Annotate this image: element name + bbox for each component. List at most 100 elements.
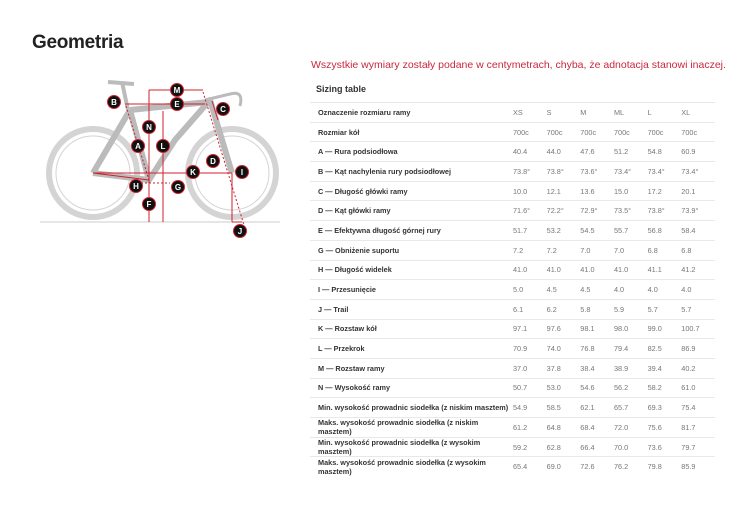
marker-label: A — [135, 142, 141, 151]
row-value: 4.5 — [580, 279, 614, 300]
row-value: 41.2 — [681, 259, 715, 280]
row-value: 15.0 — [613, 180, 648, 201]
row-label: N — Wysokość ramy — [310, 377, 513, 398]
row-value: 73.8° — [546, 161, 581, 182]
marker-label: K — [190, 168, 196, 177]
row-value: 73.5° — [613, 200, 648, 221]
marker-label: D — [210, 157, 216, 166]
row-value: 7.0 — [613, 239, 648, 260]
row-value: 75.6 — [647, 417, 682, 438]
row-value: 55.7 — [613, 220, 648, 241]
row-value: 700c — [512, 121, 547, 142]
row-label: Maks. wysokość prowadnic siodełka (z nis… — [310, 417, 513, 438]
row-value: 58.2 — [647, 377, 682, 398]
row-label: M — Rozstaw ramy — [310, 357, 513, 379]
marker-h: H — [129, 179, 143, 193]
row-value: 4.5 — [546, 279, 581, 300]
row-value: 74.0 — [546, 338, 581, 359]
row-value: 6.8 — [647, 239, 682, 260]
header-size: L — [647, 102, 682, 123]
row-value: 5.9 — [613, 298, 648, 320]
header-size: XS — [512, 102, 547, 123]
table-row: H — Długość widelek 41.0 41.0 41.0 41.0 41.1 4… — [310, 259, 715, 280]
row-value: 10.0 — [512, 180, 547, 201]
row-label: C — Długość główki ramy — [310, 180, 513, 201]
row-label: Min. wysokość prowadnic siodełka (z nisk… — [310, 397, 513, 418]
row-value: 37.8 — [546, 357, 581, 379]
row-label: Min. wysokość prowadnic siodełka (z wyso… — [310, 436, 513, 457]
header-label: Oznaczenie rozmiaru ramy — [310, 102, 513, 123]
row-value: 62.8 — [546, 436, 581, 457]
row-value: 5.0 — [512, 279, 547, 300]
sizing-table: Oznaczenie rozmiaru ramy XS S M ML L XL … — [310, 102, 715, 477]
row-value: 51.7 — [512, 220, 547, 241]
table-row: J — Trail 6.1 6.2 5.8 5.9 5.7 5.7 — [310, 298, 715, 320]
marker-a: A — [131, 139, 145, 153]
row-label: J — Trail — [310, 298, 513, 320]
row-value: 40.4 — [512, 141, 547, 162]
row-value: 54.5 — [580, 220, 614, 241]
row-value: 70.0 — [613, 436, 648, 457]
row-value: 6.2 — [546, 298, 581, 320]
table-header-row: Oznaczenie rozmiaru ramy XS S M ML L XL — [310, 102, 715, 123]
row-value: 39.4 — [647, 357, 682, 379]
row-value: 44.0 — [546, 141, 581, 162]
row-value: 60.9 — [681, 141, 715, 162]
row-value: 59.2 — [512, 436, 547, 457]
row-value: 4.0 — [681, 279, 715, 300]
marker-l: L — [156, 139, 170, 153]
table-row: G — Obniżenie suportu 7.2 7.2 7.0 7.0 6.8 6.8 — [310, 239, 715, 260]
row-value: 41.0 — [512, 259, 547, 280]
table-row: Min. wysokość prowadnic siodełka (z nisk… — [310, 397, 715, 418]
table-row: A — Rura podsiodłowa 40.4 44.0 47.6 51.2 54.8… — [310, 141, 715, 162]
row-value: 6.8 — [681, 239, 715, 260]
row-value: 65.7 — [613, 397, 648, 418]
table-row: K — Rozstaw kół 97.1 97.6 98.1 98.0 99.0 100.7 — [310, 318, 715, 339]
marker-label: I — [241, 168, 243, 177]
marker-e: E — [170, 97, 184, 111]
row-value: 98.1 — [580, 318, 614, 339]
row-value: 61.2 — [512, 417, 547, 438]
units-note: Wszystkie wymiary zostały podane w centy… — [311, 59, 726, 71]
row-value: 47.6 — [580, 141, 614, 162]
row-label: K — Rozstaw kół — [310, 318, 513, 339]
row-value: 65.4 — [512, 456, 547, 477]
table-row: N — Wysokość ramy 50.7 53.0 54.6 56.2 58.2 61.… — [310, 377, 715, 398]
row-value: 6.1 — [512, 298, 547, 320]
sizing-table-title: Sizing table — [316, 84, 367, 94]
row-value: 69.0 — [546, 456, 581, 477]
marker-label: J — [238, 227, 242, 236]
row-value: 700c — [681, 121, 715, 142]
row-value: 66.4 — [580, 436, 614, 457]
row-value: 41.0 — [546, 259, 581, 280]
marker-f: F — [142, 197, 156, 211]
marker-label: H — [133, 182, 139, 191]
marker-k: K — [186, 165, 200, 179]
row-value: 7.2 — [546, 239, 581, 260]
row-value: 54.9 — [512, 397, 547, 418]
row-value: 64.8 — [546, 417, 581, 438]
row-value: 58.4 — [681, 220, 715, 241]
row-value: 69.3 — [647, 397, 682, 418]
marker-label: M — [174, 86, 181, 95]
marker-g: G — [171, 180, 185, 194]
row-value: 13.6 — [580, 180, 614, 201]
row-label: B — Kąt nachylenia rury podsiodłowej — [310, 161, 513, 182]
row-value: 41.0 — [580, 259, 614, 280]
row-value: 54.8 — [647, 141, 682, 162]
row-value: 51.2 — [613, 141, 648, 162]
row-value: 58.5 — [546, 397, 581, 418]
marker-label: C — [220, 105, 226, 114]
row-label: E — Efektywna długość górnej rury — [310, 220, 513, 241]
marker-label: B — [111, 98, 117, 107]
row-value: 76.2 — [613, 456, 648, 477]
row-value: 700c — [546, 121, 581, 142]
marker-label: E — [174, 100, 180, 109]
row-value: 100.7 — [681, 318, 715, 339]
row-value: 7.0 — [580, 239, 614, 260]
marker-m: M — [170, 83, 184, 97]
row-value: 12.1 — [546, 180, 581, 201]
table-row: B — Kąt nachylenia rury podsiodłowej 73.8… — [310, 161, 715, 182]
table-row: M — Rozstaw ramy 37.0 37.8 38.4 38.9 39.4 40.2 — [310, 357, 715, 379]
row-value: 17.2 — [647, 180, 682, 201]
